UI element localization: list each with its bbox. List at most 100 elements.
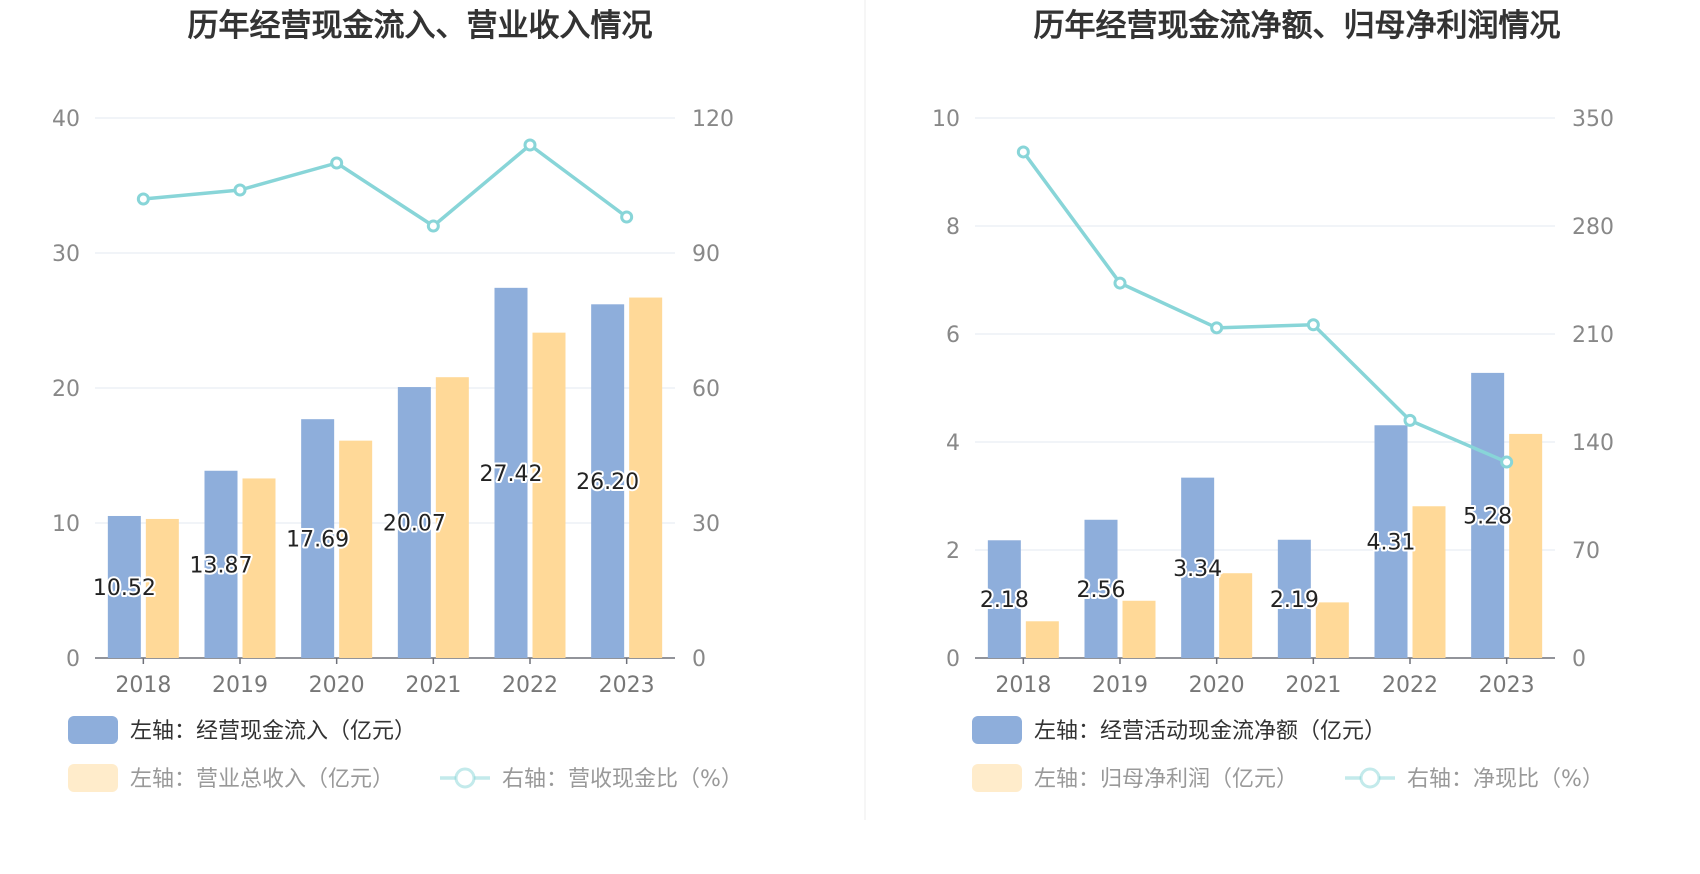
x-axis-category-label: 2020 — [309, 673, 365, 698]
bar-series-2 — [1412, 506, 1446, 658]
data-label: 10.52 — [93, 576, 156, 601]
x-axis-category-label: 2022 — [1382, 673, 1438, 698]
right-axis-tick-label: 60 — [692, 377, 720, 402]
data-label: 17.69 — [286, 528, 349, 553]
left-axis-tick-label: 0 — [66, 647, 80, 672]
data-label: 13.87 — [190, 553, 253, 578]
chart-net-cash-flow-net-profit: 历年经营现金流净额、归母净利润情况 0 0 2 70 4 140 6 210 8 280 10 350 2… — [932, 8, 1614, 792]
chart-title: 历年经营现金流入、营业收入情况 — [188, 8, 653, 44]
data-label: 2.18 — [980, 588, 1029, 613]
legend-swatch-series-1 — [68, 716, 118, 744]
data-label: 26.20 — [576, 470, 639, 495]
line-point — [330, 156, 344, 170]
left-axis-tick-label: 30 — [52, 242, 80, 267]
data-label: 4.31 — [1367, 531, 1416, 556]
left-axis-tick-label: 2 — [946, 539, 960, 564]
bar-series-1 — [1084, 519, 1118, 658]
legend-swatch-series-2 — [972, 764, 1022, 792]
bar-series-2 — [339, 440, 373, 658]
line-point — [620, 210, 634, 224]
right-axis-tick-label: 210 — [1572, 323, 1614, 348]
x-axis-category-label: 2021 — [405, 673, 461, 698]
data-label: 2.19 — [1270, 588, 1319, 613]
bar-series-1 — [107, 515, 141, 658]
left-axis-tick-label: 4 — [946, 431, 960, 456]
left-axis-tick-label: 6 — [946, 323, 960, 348]
x-axis-category-label: 2020 — [1189, 673, 1245, 698]
left-axis-tick-label: 8 — [946, 215, 960, 240]
line-point — [523, 138, 537, 152]
left-axis-tick-label: 20 — [52, 377, 80, 402]
data-label: 3.34 — [1173, 557, 1222, 582]
x-axis-category-label: 2019 — [212, 673, 268, 698]
legend-label-series-3: 右轴：净现比（%） — [1407, 767, 1604, 792]
legend-swatch-series-1 — [972, 716, 1022, 744]
bar-series-1 — [204, 470, 238, 658]
bar-series-1 — [494, 287, 528, 658]
bar-series-2 — [1122, 600, 1156, 658]
x-axis-category-label: 2019 — [1092, 673, 1148, 698]
line-point — [426, 219, 440, 233]
right-axis-tick-label: 70 — [1572, 539, 1600, 564]
line-point — [1306, 318, 1320, 332]
data-label: 27.42 — [480, 462, 543, 487]
bar-series-2 — [145, 518, 179, 658]
bar-series-1 — [1374, 425, 1408, 658]
line-series-ratio — [143, 143, 628, 228]
legend-swatch-line-marker — [1359, 767, 1381, 789]
bar-series-1 — [301, 419, 335, 658]
chart-cash-inflow-revenue: 历年经营现金流入、营业收入情况 0 0 10 30 20 60 30 90 40 120 2018 20… — [52, 8, 743, 792]
left-axis-tick-label: 10 — [932, 107, 960, 132]
right-axis-tick-label: 30 — [692, 512, 720, 537]
bar-series-1 — [987, 540, 1021, 658]
line-point — [1210, 321, 1224, 335]
left-axis-tick-label: 0 — [946, 647, 960, 672]
line-point — [233, 183, 247, 197]
bar-series-1 — [591, 304, 625, 658]
left-axis-tick-label: 40 — [52, 107, 80, 132]
bar-series-2 — [532, 332, 566, 658]
legend-label-series-2: 左轴：归母净利润（亿元） — [1034, 767, 1298, 792]
bar-series-1 — [1181, 477, 1215, 658]
x-axis-category-label: 2021 — [1285, 673, 1341, 698]
bar-series-2 — [1219, 573, 1253, 658]
legend-label-series-1: 左轴：经营活动现金流净额（亿元） — [1034, 719, 1386, 744]
bar-series-1 — [1277, 539, 1311, 658]
bar-series-2 — [242, 478, 276, 658]
right-axis-tick-label: 0 — [1572, 647, 1586, 672]
chart-title: 历年经营现金流净额、归母净利润情况 — [1034, 8, 1561, 44]
right-axis-tick-label: 140 — [1572, 431, 1614, 456]
line-point — [1500, 455, 1514, 469]
bar-series-1 — [397, 387, 431, 658]
legend-label-series-1: 左轴：经营现金流入（亿元） — [130, 719, 416, 744]
bar-series-2 — [1315, 602, 1349, 658]
right-axis-tick-label: 0 — [692, 647, 706, 672]
data-label: 20.07 — [383, 512, 446, 537]
bar-series-2 — [1509, 433, 1543, 658]
line-point — [1403, 413, 1417, 427]
bar-series-2 — [435, 377, 469, 658]
x-axis-category-label: 2023 — [599, 673, 655, 698]
legend-swatch-line-marker — [454, 767, 476, 789]
x-axis-category-label: 2018 — [995, 673, 1051, 698]
x-axis-category-label: 2018 — [115, 673, 171, 698]
legend-label-series-3: 右轴：营收现金比（%） — [502, 767, 743, 792]
bar-series-1 — [1471, 372, 1505, 658]
bar-series-2 — [1025, 621, 1059, 658]
legend-label-series-2: 左轴：营业总收入（亿元） — [130, 767, 394, 792]
bar-series-2 — [629, 297, 663, 658]
data-label: 5.28 — [1463, 504, 1512, 529]
data-label: 2.56 — [1077, 578, 1126, 603]
right-axis-tick-label: 280 — [1572, 215, 1614, 240]
line-point — [1113, 276, 1127, 290]
right-axis-tick-label: 350 — [1572, 107, 1614, 132]
line-point — [136, 192, 150, 206]
left-axis-tick-label: 10 — [52, 512, 80, 537]
x-axis-category-label: 2022 — [502, 673, 558, 698]
right-axis-tick-label: 120 — [692, 107, 734, 132]
right-axis-tick-label: 90 — [692, 242, 720, 267]
legend-swatch-series-2 — [68, 764, 118, 792]
line-series-ratio — [1021, 150, 1508, 464]
line-point — [1016, 145, 1030, 159]
